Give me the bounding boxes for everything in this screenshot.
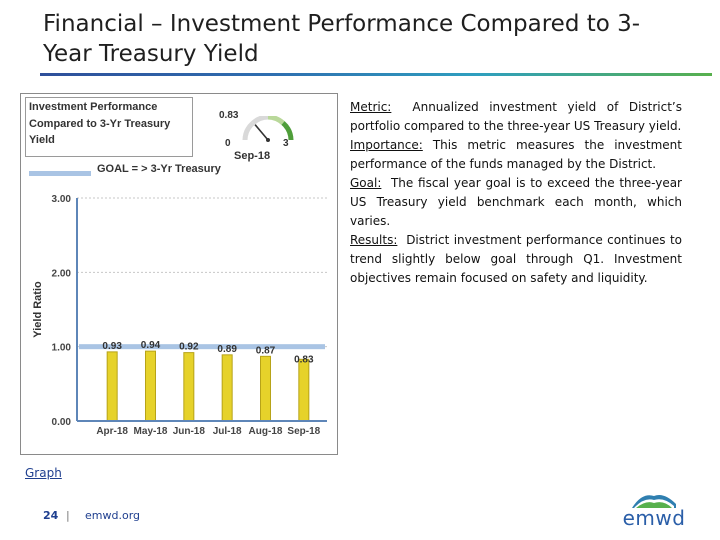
slide-title: Financial – Investment Performance Compa…: [43, 11, 641, 67]
metric-paragraph: Metric: Annualized investment yield of D…: [350, 98, 682, 136]
gauge-value-label: 0.83: [219, 110, 239, 121]
chart-panel: Investment Performance Compared to 3-Yr …: [20, 93, 338, 455]
bar-chart: 0.00 1.00 2.00 3.00 Yield Ratio 0.93 Apr-18 0.9…: [32, 194, 327, 437]
data-label: 0.89: [217, 344, 237, 355]
x-tick-label: Aug-18: [249, 426, 283, 437]
data-label: 0.93: [102, 341, 122, 352]
goal-legend-swatch: [29, 171, 91, 176]
bar-Jul-18: [221, 354, 233, 422]
x-tick-label: Sep-18: [287, 426, 320, 437]
goal-label: Goal:: [350, 176, 382, 190]
footer-url: emwd.org: [85, 509, 140, 522]
importance-text: This metric measures the investment perf…: [350, 138, 682, 171]
x-tick-label: Jun-18: [173, 426, 206, 437]
logo-text: emwd: [622, 506, 686, 530]
x-tick-label: Apr-18: [96, 426, 128, 437]
title-divider: [40, 73, 712, 76]
gauge-min-label: 0: [225, 138, 231, 149]
chart-title-box: Investment Performance Compared to 3-Yr …: [25, 97, 193, 157]
importance-label: Importance:: [350, 138, 423, 152]
results-text: District investment performance continue…: [350, 233, 682, 285]
gauge-max-label: 3: [283, 138, 289, 149]
bar-Aug-18: [260, 355, 271, 422]
goal-line: [79, 344, 325, 350]
gauge-dial-icon: [242, 116, 294, 142]
data-label: 0.87: [256, 345, 276, 356]
gauge-date-label: Sep-18: [234, 150, 271, 162]
description-panel: Metric: Annualized investment yield of D…: [350, 98, 682, 288]
graph-link[interactable]: Graph: [25, 466, 62, 480]
x-tick-label: May-18: [134, 426, 168, 437]
bar-Jun-18: [183, 352, 195, 422]
data-label: 0.92: [179, 342, 199, 353]
bar-May-18: [145, 350, 156, 422]
logo-hills-icon: [632, 495, 676, 508]
footer-separator: |: [66, 509, 70, 522]
goal-text: The fiscal year goal is to exceed the th…: [350, 176, 682, 228]
page-number: 24: [43, 509, 59, 522]
y-tick-label: 3.00: [52, 194, 72, 205]
gauge-needle: [254, 124, 269, 141]
x-tick-label: Jul-18: [213, 426, 242, 437]
bar-Sep-18: [298, 358, 310, 422]
y-tick-label: 0.00: [52, 417, 72, 428]
data-label: 0.83: [294, 354, 314, 365]
data-label: 0.94: [141, 340, 161, 351]
y-tick-label: 1.00: [52, 343, 72, 354]
bar-Apr-18: [106, 351, 118, 422]
metric-text: Annualized investment yield of District’…: [350, 100, 682, 133]
results-label: Results:: [350, 233, 398, 247]
chart-title: Investment Performance Compared to 3-Yr …: [29, 101, 171, 146]
goal-paragraph: Goal: The fiscal year goal is to exceed …: [350, 174, 682, 231]
results-paragraph: Results: District investment performance…: [350, 231, 682, 288]
y-tick-label: 2.00: [52, 268, 72, 279]
emwd-logo: emwd: [618, 490, 690, 534]
metric-label: Metric:: [350, 100, 392, 114]
y-axis-label: Yield Ratio: [32, 281, 44, 338]
goal-legend-label: GOAL = > 3-Yr Treasury: [97, 163, 221, 175]
importance-paragraph: Importance: This metric measures the inv…: [350, 136, 682, 174]
